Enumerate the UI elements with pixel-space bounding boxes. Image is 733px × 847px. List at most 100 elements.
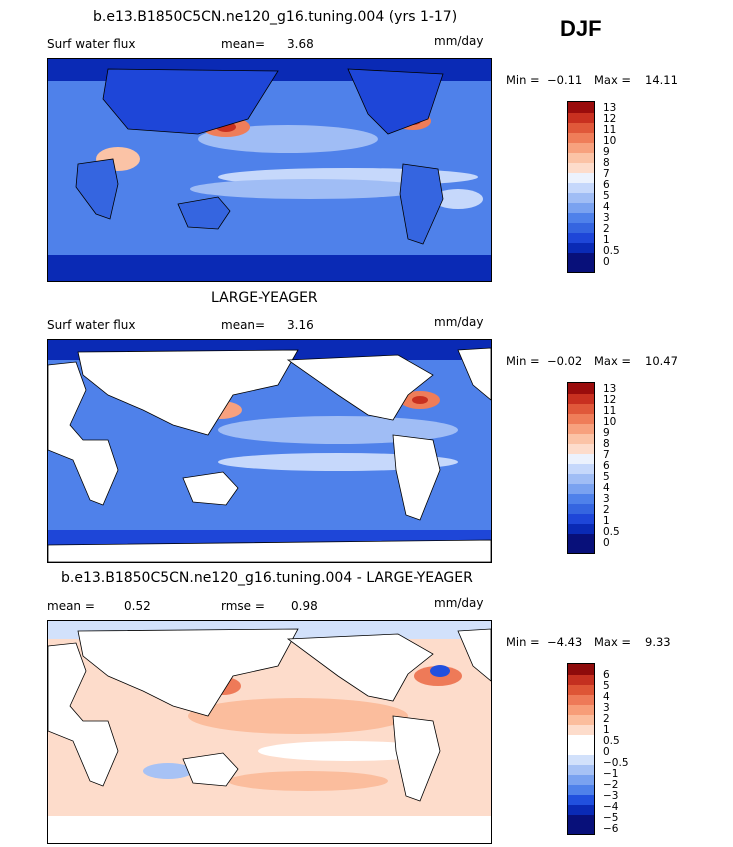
colorbar-2-swatch (567, 504, 595, 514)
colorbar-1-label: 0.5 (603, 245, 620, 257)
panel-3-units: mm/day (434, 596, 484, 610)
continent-antarctica (48, 539, 491, 562)
colorbar-3-swatch (567, 685, 595, 695)
panel-1-mean-label: mean= (221, 37, 266, 51)
colorbar-1-swatch (567, 203, 595, 213)
panel-3-title: b.e13.B1850C5CN.ne120_g16.tuning.004 - L… (61, 570, 473, 586)
panel-1-map (47, 58, 492, 282)
panel-2-map (47, 339, 492, 563)
colorbar-3-label: 2 (603, 713, 610, 725)
colorbar-2-swatch (567, 424, 595, 434)
colorbar-3-label: −2 (603, 779, 619, 791)
colorbar-2-label: 4 (603, 482, 610, 494)
panel-1-title: b.e13.B1850C5CN.ne120_g16.tuning.004 (yr… (93, 9, 458, 25)
colorbar-2-label: 2 (603, 504, 610, 516)
colorbar-1-label: 6 (603, 179, 610, 191)
colorbar-1-label: 3 (603, 212, 610, 224)
panel-2-title: LARGE-YEAGER (211, 290, 318, 306)
colorbar-3-swatch (567, 805, 595, 815)
colorbar-1-svg (567, 101, 595, 273)
panel-3-max-label: Max = (594, 635, 632, 649)
colorbar-1-label: 2 (603, 223, 610, 235)
colorbar-3-label: −4 (603, 801, 619, 813)
colorbar-2-label: 6 (603, 460, 610, 472)
colorbar-2-label: 5 (603, 471, 610, 483)
colorbar-2-swatch (567, 534, 595, 554)
continent-south-america (399, 163, 444, 245)
colorbar-1-label: 5 (603, 190, 610, 202)
colorbar-1-label: 12 (603, 113, 617, 125)
colorbar-1-swatch (567, 243, 595, 253)
colorbar-3-label: 3 (603, 702, 610, 714)
panel-3-rmse-value: 0.98 (291, 599, 318, 613)
colorbar-3-frame (567, 663, 595, 835)
colorbar-2-label: 0 (603, 537, 610, 549)
colorbar-3 (567, 663, 595, 835)
continent-eurasia (77, 628, 299, 717)
colorbar-2-swatch (567, 444, 595, 454)
north-atlantic-negative (430, 665, 450, 677)
colorbar-2-svg (567, 382, 595, 554)
panel-1-mean-value: 3.68 (287, 37, 314, 51)
panel-2-variable: Surf water flux (47, 318, 136, 332)
colorbar-3-swatch (567, 663, 595, 675)
continent-europe-east (457, 628, 491, 682)
colorbar-2 (567, 382, 595, 554)
antarctic-band (48, 816, 491, 843)
colorbar-3-swatch (567, 815, 595, 835)
colorbar-1-swatch (567, 213, 595, 223)
panel-3-mean-value: 0.52 (124, 599, 151, 613)
colorbar-1-swatch (567, 163, 595, 173)
continent-europe-east (457, 347, 491, 401)
colorbar-3-swatch (567, 675, 595, 685)
panel-3-max-value: 9.33 (645, 635, 671, 649)
colorbar-1-label: 7 (603, 168, 610, 180)
colorbar-3-label: 0 (603, 746, 610, 758)
continent-south-america (392, 715, 441, 802)
panel-2-max-label: Max = (594, 354, 632, 368)
panel-3-min-value: −4.43 (547, 635, 583, 649)
colorbar-1-swatch (567, 101, 595, 113)
indian-negative-patch (143, 763, 193, 779)
panel-2-mean-value: 3.16 (287, 318, 314, 332)
colorbar-3-swatch (567, 765, 595, 775)
colorbar-2-swatch (567, 524, 595, 534)
continent-australia (182, 471, 239, 506)
panel-3-rmse-label: rmse = (221, 599, 265, 613)
colorbar-1-label: 11 (603, 124, 617, 136)
panel-3-map-svg (48, 621, 491, 843)
colorbar-2-swatch (567, 454, 595, 464)
continent-africa (48, 642, 119, 787)
panel-1-units: mm/day (434, 34, 484, 48)
colorbar-2-swatch (567, 394, 595, 404)
antarctic-band (48, 255, 491, 281)
colorbar-2-label: 10 (603, 416, 617, 428)
colorbar-2-swatch (567, 414, 595, 424)
colorbar-2-swatch (567, 494, 595, 504)
colorbar-1-frame (567, 101, 595, 273)
season-label: DJF (560, 16, 602, 41)
panel-1-max-label: Max = (594, 73, 632, 87)
colorbar-3-swatch (567, 785, 595, 795)
colorbar-3-label: 0.5 (603, 735, 620, 747)
panel-3-map (47, 620, 492, 844)
colorbar-1-swatch (567, 143, 595, 153)
colorbar-3-swatch (567, 735, 595, 755)
continent-eurasia (77, 349, 299, 436)
continent-north-america (286, 354, 434, 421)
colorbar-1-swatch (567, 193, 595, 203)
colorbar-2-label: 1 (603, 515, 610, 527)
colorbar-3-label: −5 (603, 812, 619, 824)
colorbar-1-swatch (567, 183, 595, 193)
colorbar-1-label: 8 (603, 157, 610, 169)
panel-2-mean-label: mean= (221, 318, 266, 332)
colorbar-2-label: 11 (603, 405, 617, 417)
colorbar-3-label: −1 (603, 768, 619, 780)
colorbar-1-swatch (567, 253, 595, 273)
south-pacific-band (190, 179, 430, 199)
continent-africa (75, 158, 119, 220)
panel-1-max-value: 14.11 (645, 73, 678, 87)
panel-2-max-value: 10.47 (645, 354, 678, 368)
colorbar-2-swatch (567, 474, 595, 484)
colorbar-3-label: −3 (603, 790, 619, 802)
